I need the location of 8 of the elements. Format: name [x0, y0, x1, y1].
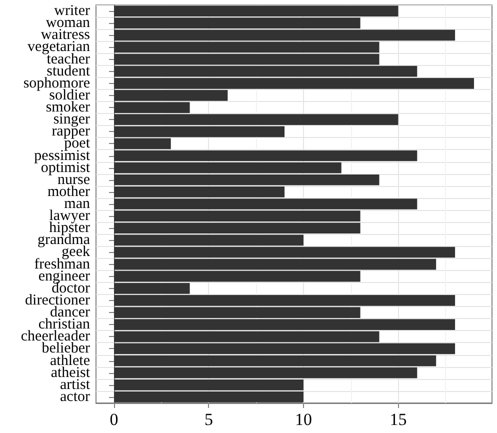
y-tick-label: writer: [54, 3, 90, 20]
x-tick-label: 5: [204, 410, 213, 429]
y-tick-label: engineer: [38, 268, 90, 284]
y-tick-label: vegetarian: [28, 39, 90, 56]
x-tick-label: 0: [110, 410, 118, 429]
y-tick-label: optimist: [40, 160, 91, 176]
x-tick-label: 10: [294, 410, 312, 429]
x-tick-label: 15: [390, 410, 407, 429]
